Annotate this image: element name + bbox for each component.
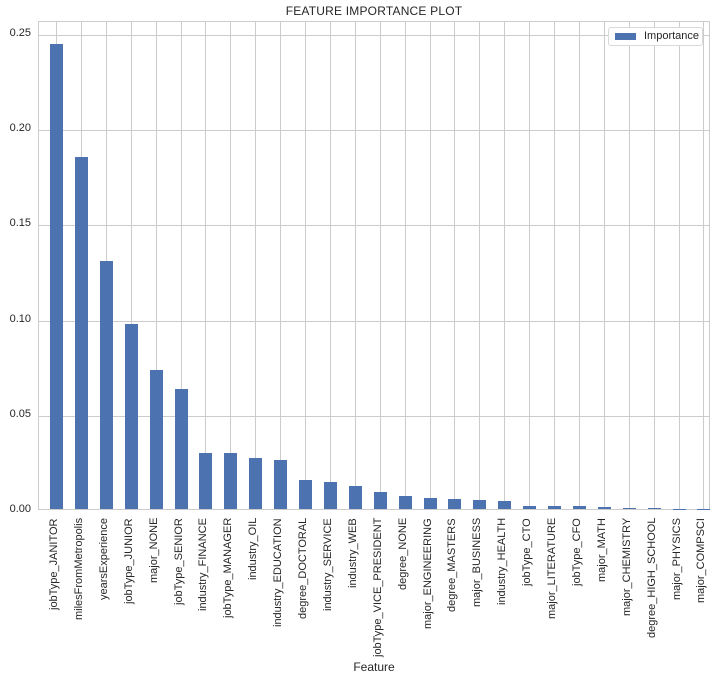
gridline-horizontal	[39, 320, 709, 322]
x-tick-label: jobType_MANAGER	[222, 517, 235, 618]
gridline-vertical	[504, 22, 506, 509]
bar	[647, 508, 661, 509]
x-axis-label: Feature	[353, 660, 395, 674]
gridline-vertical	[529, 22, 531, 509]
x-tick-label: degree_HIGH_SCHOOL	[645, 517, 658, 638]
chart-title: FEATURE IMPORTANCE PLOT	[285, 4, 463, 18]
y-tick-label: 0.10	[9, 312, 31, 325]
y-tick-label: 0.15	[9, 217, 31, 230]
bar	[423, 497, 437, 509]
gridline-vertical	[628, 22, 630, 509]
bar	[373, 491, 387, 509]
bar	[523, 505, 537, 509]
x-tick-label: major_COMPSCI	[695, 518, 708, 603]
bar	[74, 156, 88, 509]
x-tick-label: major_LITERATURE	[546, 517, 558, 619]
plot-area	[38, 21, 711, 510]
x-tick-label: major_MATH	[595, 518, 608, 582]
x-tick-label: major_PHYSICS	[670, 518, 683, 600]
gridline-vertical	[454, 22, 456, 509]
x-tick-label: degree_NONE	[396, 517, 409, 590]
gridline-vertical	[354, 22, 356, 509]
bar	[398, 495, 412, 509]
gridline-vertical	[653, 22, 655, 509]
bar	[597, 506, 611, 509]
gridline-horizontal	[39, 225, 709, 227]
bar	[124, 324, 138, 509]
x-tick-label: jobType_CFO	[570, 518, 583, 586]
gridline-vertical	[255, 22, 257, 509]
x-tick-label: industry_EDUCATION	[272, 518, 285, 627]
bar	[473, 500, 487, 509]
x-tick-label: jobType_JUNIOR	[122, 518, 135, 604]
x-tick-label: yearsExperience	[97, 518, 110, 600]
gridline-horizontal	[39, 415, 709, 417]
x-tick-label: major_ENGINEERING	[421, 518, 434, 629]
bar	[299, 480, 312, 509]
bar	[323, 482, 337, 509]
bar	[348, 486, 362, 509]
gridline-vertical	[305, 22, 306, 509]
x-tick-label: milesFromMetropolis	[72, 517, 85, 620]
y-tick-label: 0.05	[9, 407, 31, 420]
bar	[50, 44, 63, 509]
gridline-vertical	[205, 22, 207, 509]
bar	[274, 459, 288, 509]
gridline-vertical	[230, 22, 232, 509]
x-tick-label: industry_OIL	[247, 517, 260, 580]
bar	[548, 505, 561, 509]
gridline-horizontal	[39, 35, 709, 36]
legend: Importance	[608, 27, 703, 46]
gridline-vertical	[404, 22, 406, 509]
x-tick-label: jobType_SENIOR	[172, 518, 185, 605]
bar	[622, 507, 636, 509]
y-tick-label: 0.25	[9, 27, 31, 39]
bar	[174, 389, 188, 509]
gridline-vertical	[429, 22, 431, 509]
x-tick-label: industry_FINANCE	[197, 518, 210, 611]
legend-label: Importance	[644, 30, 700, 42]
legend-swatch-icon	[615, 33, 636, 40]
x-tick-label: industry_WEB	[346, 518, 359, 588]
gridline-vertical	[329, 22, 331, 509]
bar	[99, 261, 113, 509]
x-tick-label: industry_HEALTH	[496, 517, 509, 605]
gridline-vertical	[155, 22, 157, 509]
x-tick-label: major_NONE	[147, 517, 160, 583]
bar	[224, 452, 238, 509]
y-tick-label: 0.20	[9, 122, 31, 135]
gridline-vertical	[379, 22, 381, 509]
y-tick-label: 0.00	[9, 503, 31, 515]
x-tick-label: jobType_VICE_PRESIDENT	[371, 517, 384, 657]
bar	[149, 370, 163, 509]
x-tick-label: major_BUSINESS	[471, 517, 484, 607]
bar	[572, 505, 586, 509]
x-tick-label: degree_DOCTORAL	[297, 517, 309, 619]
gridline-vertical	[130, 22, 132, 509]
gridline-vertical	[280, 22, 282, 509]
bar	[448, 499, 462, 509]
x-tick-label: jobType_CTO	[521, 518, 534, 586]
gridline-vertical	[603, 22, 605, 509]
x-tick-label: degree_MASTERS	[446, 518, 459, 612]
gridline-vertical	[703, 22, 705, 509]
bar	[199, 452, 213, 509]
gridline-vertical	[678, 22, 680, 509]
x-tick-label: industry_SERVICE	[321, 518, 334, 611]
bar	[498, 501, 512, 509]
x-tick-label: major_CHEMISTRY	[620, 517, 633, 616]
bar	[249, 457, 263, 509]
gridline-vertical	[578, 22, 580, 509]
x-tick-label: jobType_JANITOR	[48, 518, 60, 610]
gridline-horizontal	[39, 130, 709, 132]
gridline-vertical	[180, 22, 182, 509]
gridline-vertical	[479, 22, 481, 509]
gridline-vertical	[554, 22, 555, 509]
